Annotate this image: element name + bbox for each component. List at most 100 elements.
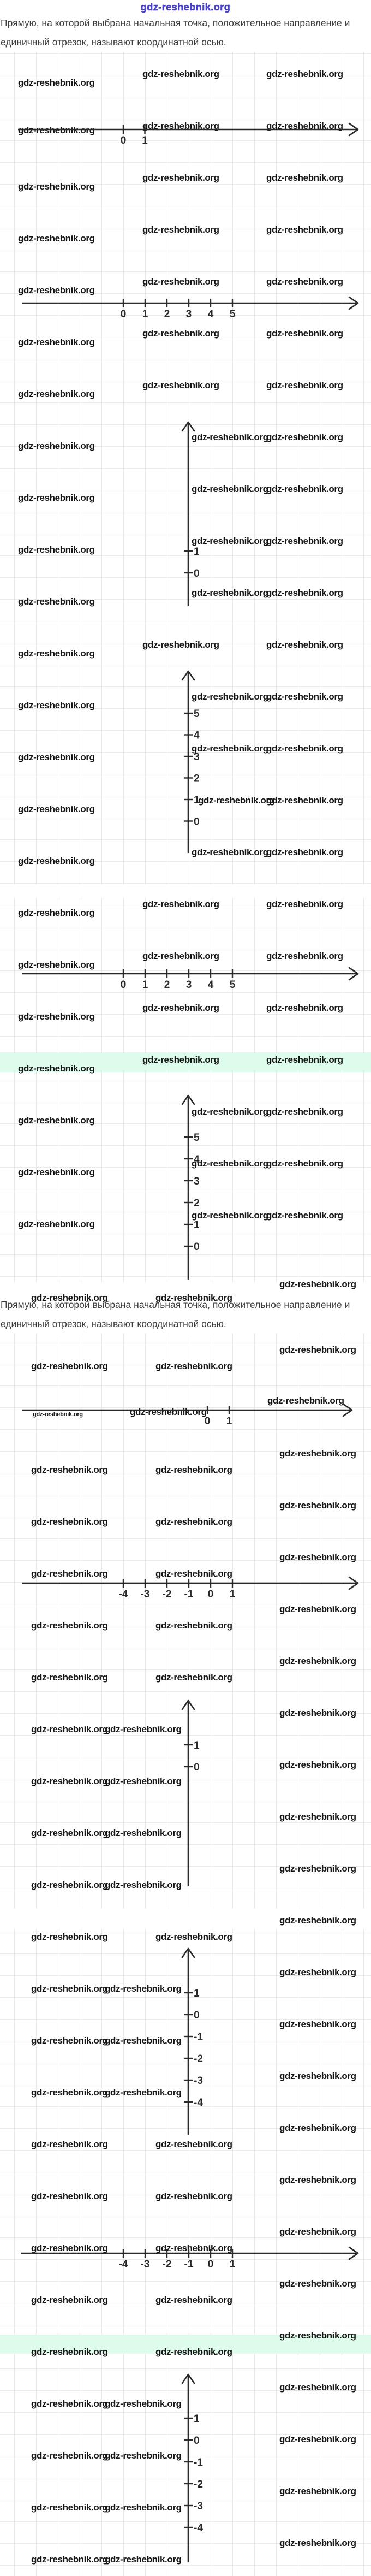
white-band xyxy=(0,0,371,52)
watermark: gdz-reshebnik.org xyxy=(31,1672,108,1683)
axis-8-horizontal: -4 -3 -2 -1 0 1 xyxy=(22,1576,359,1600)
watermark: gdz-reshebnik.org xyxy=(18,337,95,347)
tick-label: -3 xyxy=(141,2259,150,2270)
watermark: gdz-reshebnik.org xyxy=(18,1115,95,1126)
watermark: gdz-reshebnik.org xyxy=(266,639,343,650)
tick-label: 5 xyxy=(230,979,236,991)
watermark: gdz-reshebnik.org xyxy=(31,2502,108,2513)
watermark: gdz-reshebnik.org xyxy=(279,1345,356,1355)
watermark: gdz-reshebnik.org xyxy=(279,1760,356,1770)
watermark: gdz-reshebnik.org xyxy=(142,899,219,909)
watermark: gdz-reshebnik.org xyxy=(192,484,268,494)
watermark: gdz-reshebnik.org xyxy=(266,121,343,131)
tick-label: -4 xyxy=(194,2522,203,2534)
watermark: gdz-reshebnik.org xyxy=(105,2399,182,2409)
tick-label: 4 xyxy=(194,1154,200,1165)
watermark: gdz-reshebnik.org xyxy=(18,856,95,866)
watermark: gdz-reshebnik.org xyxy=(155,2243,232,2253)
watermark: gdz-reshebnik.org xyxy=(266,691,343,702)
watermark: gdz-reshebnik.org xyxy=(18,1011,95,1022)
watermark: gdz-reshebnik.org xyxy=(279,2226,356,2237)
tick-label: 0 xyxy=(194,816,200,828)
watermark: gdz-reshebnik.org xyxy=(105,2502,182,2513)
site-header-link[interactable]: gdz-reshebnik.org xyxy=(140,2,231,13)
tick-label: 3 xyxy=(194,1176,200,1187)
watermark: gdz-reshebnik.org xyxy=(279,2538,356,2548)
watermark: gdz-reshebnik.org xyxy=(105,2087,182,2098)
tick-label: 0 xyxy=(194,2010,200,2021)
watermark: gdz-reshebnik.org xyxy=(31,2243,108,2253)
watermark: gdz-reshebnik.org xyxy=(31,1620,108,1631)
watermark: gdz-reshebnik.org xyxy=(279,1552,356,1562)
watermark: gdz-reshebnik.org xyxy=(266,847,343,857)
watermark: gdz-reshebnik.org xyxy=(279,2434,356,2444)
definition-paragraph-line1: Прямую, на которой выбрана начальная точ… xyxy=(1,1299,350,1310)
tick-label: 1 xyxy=(194,795,200,806)
highlight-band xyxy=(0,1052,371,1072)
watermark: gdz-reshebnik.org xyxy=(31,1983,108,1994)
watermark: gdz-reshebnik.org xyxy=(31,2399,108,2409)
watermark: gdz-reshebnik.org xyxy=(155,1517,232,1527)
watermark: gdz-reshebnik.org xyxy=(142,328,219,339)
definition-paragraph-line2: единичный отрезок, называют координатной… xyxy=(1,37,226,48)
tick-label: -3 xyxy=(194,2501,203,2512)
watermark: gdz-reshebnik.org xyxy=(279,1967,356,1977)
watermark: gdz-reshebnik.org xyxy=(266,795,343,806)
tick-label: -1 xyxy=(184,2259,194,2270)
watermark: gdz-reshebnik.org xyxy=(266,588,343,598)
tick-label: 2 xyxy=(194,773,200,785)
watermark: gdz-reshebnik.org xyxy=(31,2554,108,2565)
tick-label: 0 xyxy=(208,1589,214,1600)
watermark: gdz-reshebnik.org xyxy=(266,1158,343,1169)
watermark: gdz-reshebnik.org xyxy=(279,2278,356,2289)
watermark: gdz-reshebnik.org xyxy=(192,588,268,598)
watermark: gdz-reshebnik.org xyxy=(31,1465,108,1475)
watermark: gdz-reshebnik.org xyxy=(192,691,268,702)
tick-label: 0 xyxy=(205,1416,211,1427)
watermark: gdz-reshebnik.org xyxy=(18,233,95,244)
tick-label: 4 xyxy=(208,309,214,320)
watermark: gdz-reshebnik.org xyxy=(266,1055,343,1065)
watermark: gdz-reshebnik.org xyxy=(31,1724,108,1734)
tick-label: -3 xyxy=(194,2075,203,2087)
watermark: gdz-reshebnik.org xyxy=(105,1880,182,1890)
watermark: gdz-reshebnik.org xyxy=(142,1003,219,1013)
watermark: gdz-reshebnik.org xyxy=(105,1983,182,1994)
watermark: gdz-reshebnik.org xyxy=(155,1932,232,1942)
watermark: gdz-reshebnik.org xyxy=(279,1448,356,1459)
tick-label: -4 xyxy=(119,2259,128,2270)
tick-label: -3 xyxy=(141,1589,150,1600)
tick-label: 5 xyxy=(194,708,200,720)
axis-9-vertical: 10 xyxy=(181,1699,200,1886)
watermark: gdz-reshebnik.org xyxy=(105,1776,182,1786)
tick-label: -2 xyxy=(163,2259,172,2270)
watermark: gdz-reshebnik.org xyxy=(279,1656,356,1666)
watermark: gdz-reshebnik.org xyxy=(266,276,343,287)
watermark: gdz-reshebnik.org xyxy=(18,181,95,192)
axis-4-vertical: 5 4 3 2 1 0 xyxy=(181,670,200,853)
tick-label: 2 xyxy=(164,309,170,320)
tick-label: 4 xyxy=(194,730,200,742)
watermark: gdz-reshebnik.org xyxy=(31,2450,108,2461)
white-band xyxy=(0,1908,371,1929)
watermark: gdz-reshebnik.org xyxy=(198,795,275,806)
watermark: gdz-reshebnik.org xyxy=(31,1880,108,1890)
watermark: gdz-reshebnik.org xyxy=(279,1500,356,1511)
tick-label: -4 xyxy=(194,2097,203,2109)
watermark: gdz-reshebnik.org xyxy=(31,2139,108,2149)
tick-label: 0 xyxy=(121,979,127,991)
axis-5-horizontal: 0 1 2 3 4 5 xyxy=(22,967,359,991)
watermark: gdz-reshebnik.org xyxy=(142,224,219,235)
watermark: gdz-reshebnik.org xyxy=(105,2554,182,2565)
watermark: gdz-reshebnik.org xyxy=(266,484,343,494)
definition-paragraph-line2: единичный отрезок, называют координатной… xyxy=(1,1318,226,1329)
tick-label: 0 xyxy=(208,2259,214,2270)
watermark: gdz-reshebnik.org xyxy=(266,1003,343,1013)
watermark: gdz-reshebnik.org xyxy=(192,536,268,546)
watermark: gdz-reshebnik.org xyxy=(105,1724,182,1734)
tick-label: 1 xyxy=(194,1740,200,1751)
tick-label: 5 xyxy=(230,309,236,320)
watermark: gdz-reshebnik.org xyxy=(155,2347,232,2357)
